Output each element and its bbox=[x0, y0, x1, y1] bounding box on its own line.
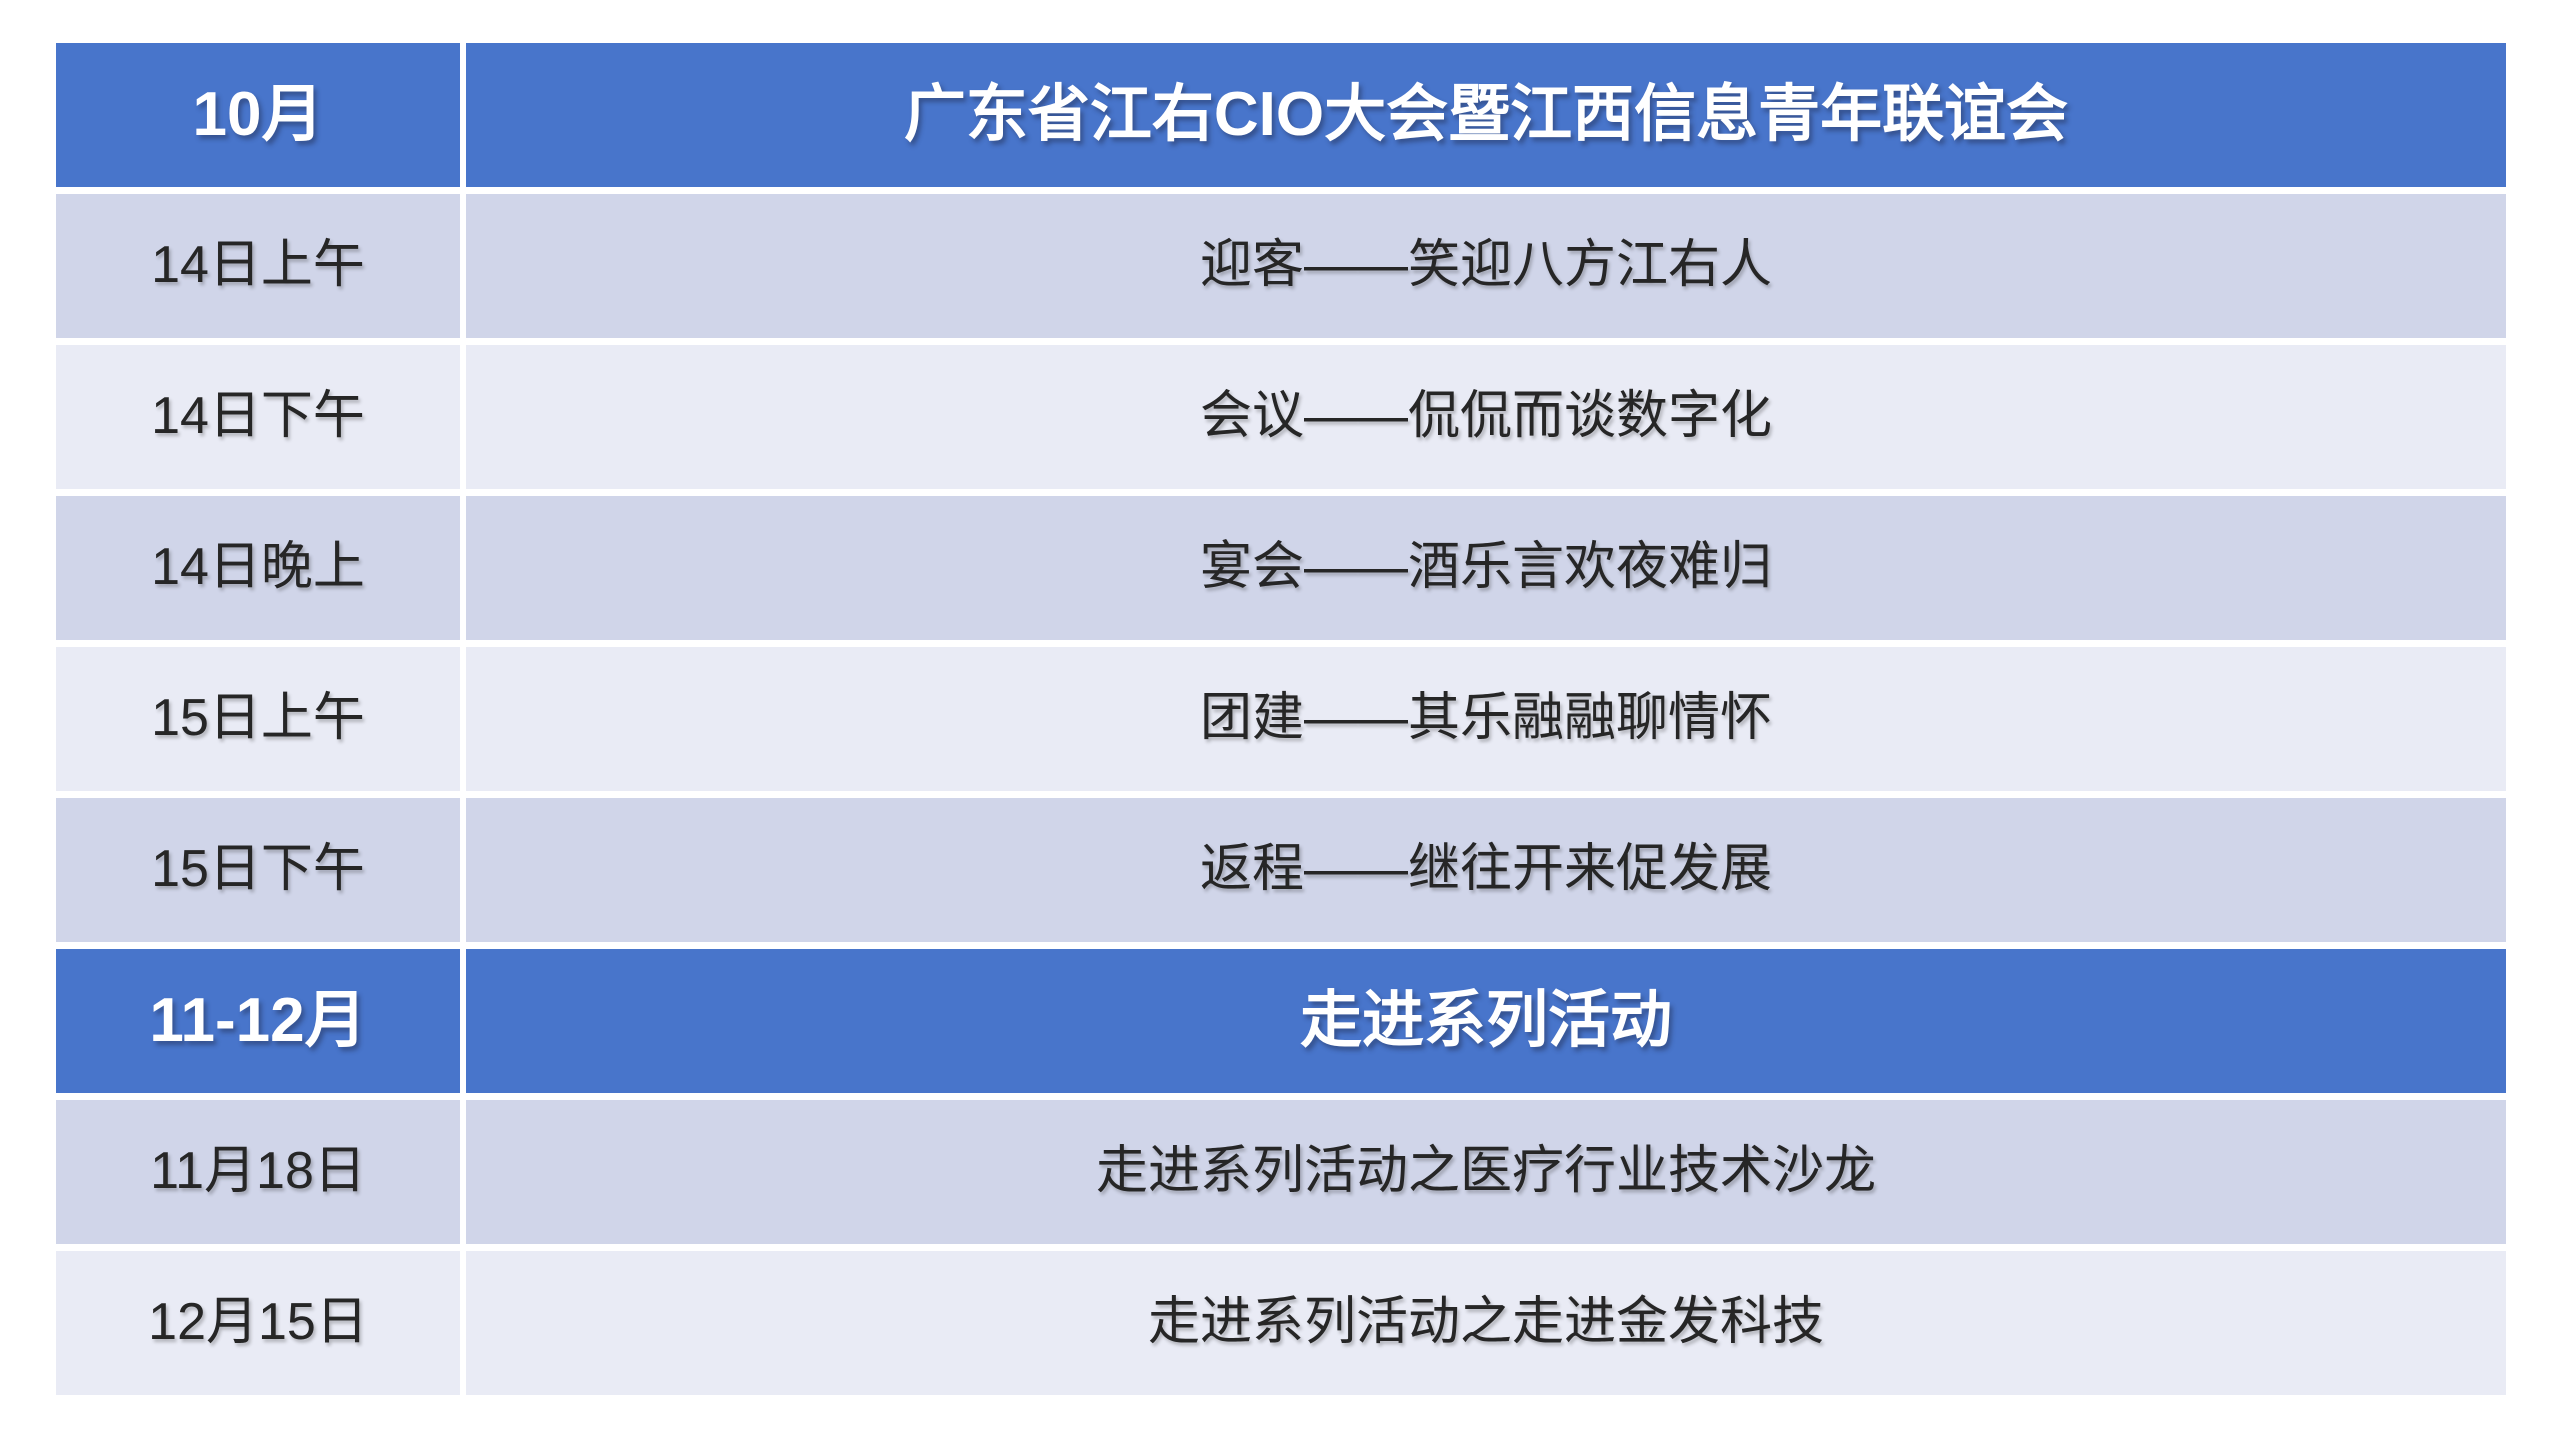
schedule-time-cell: 14日下午 bbox=[56, 345, 460, 489]
section2-title-header-cell: 走进系列活动 bbox=[466, 949, 2506, 1093]
event-schedule-table: 10月 广东省江右CIO大会暨江西信息青年联谊会 14日上午 迎客——笑迎八方江… bbox=[56, 43, 2506, 1395]
schedule-time-cell: 15日上午 bbox=[56, 647, 460, 791]
schedule-activity-cell: 走进系列活动之走进金发科技 bbox=[466, 1251, 2506, 1395]
schedule-activity-cell: 团建——其乐融融聊情怀 bbox=[466, 647, 2506, 791]
schedule-time-cell: 12月15日 bbox=[56, 1251, 460, 1395]
schedule-activity-cell: 返程——继往开来促发展 bbox=[466, 798, 2506, 942]
section1-title-header-cell: 广东省江右CIO大会暨江西信息青年联谊会 bbox=[466, 43, 2506, 187]
section2-month-header-cell: 11-12月 bbox=[56, 949, 460, 1093]
schedule-activity-cell: 会议——侃侃而谈数字化 bbox=[466, 345, 2506, 489]
schedule-time-cell: 14日上午 bbox=[56, 194, 460, 338]
section1-month-header-cell: 10月 bbox=[56, 43, 460, 187]
schedule-activity-cell: 宴会——酒乐言欢夜难归 bbox=[466, 496, 2506, 640]
schedule-activity-cell: 迎客——笑迎八方江右人 bbox=[466, 194, 2506, 338]
schedule-activity-cell: 走进系列活动之医疗行业技术沙龙 bbox=[466, 1100, 2506, 1244]
schedule-time-cell: 15日下午 bbox=[56, 798, 460, 942]
schedule-time-cell: 14日晚上 bbox=[56, 496, 460, 640]
schedule-time-cell: 11月18日 bbox=[56, 1100, 460, 1244]
